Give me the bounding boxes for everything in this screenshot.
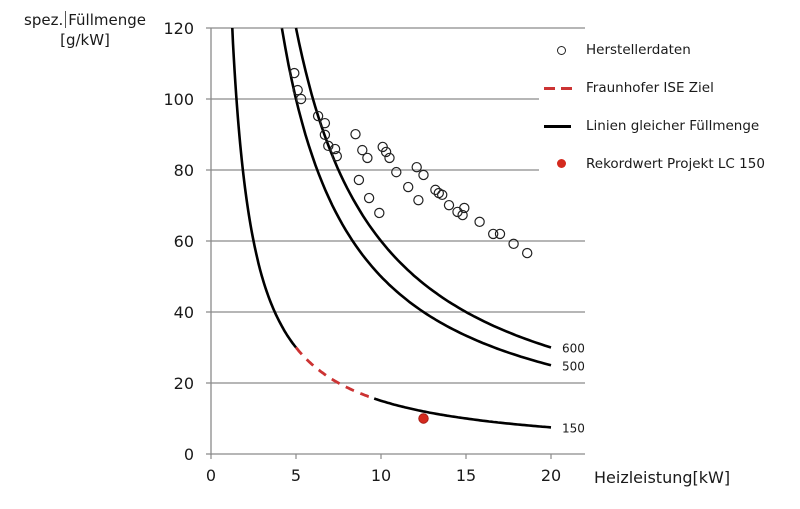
manufacturer-data-point (384, 152, 395, 164)
manufacturer-data-point (292, 84, 303, 96)
x-tick-label: 15 (456, 466, 476, 485)
manufacturer-data-point (522, 247, 533, 259)
manufacturer-data-point (418, 169, 429, 181)
manufacturer-data-point (319, 129, 331, 141)
manufacturer-data-point (508, 238, 519, 250)
red-dash-marker-icon (561, 87, 572, 90)
legend-label: Fraunhofer ISE Ziel (586, 80, 714, 96)
manufacturer-data-point (457, 209, 468, 221)
manufacturer-data-point (430, 184, 441, 196)
x-axis-title: Heizleistung[kW] (594, 468, 731, 487)
legend-item-herstellerdaten: Herstellerdaten (540, 39, 691, 61)
manufacturer-data-point (380, 146, 392, 158)
legend-item-linien: Linien gleicher Füllmenge (540, 115, 759, 137)
y-tick-label: 60 (174, 232, 194, 251)
manufacturer-data-point (363, 192, 375, 204)
manufacturer-data-point (353, 174, 365, 186)
x-tick-label: 0 (206, 466, 216, 485)
manufacturer-data-point (459, 202, 470, 214)
manufacturer-data-point (443, 199, 455, 211)
y-axis-title-separator (65, 11, 67, 28)
y-tick-label: 120 (163, 19, 194, 38)
y-axis-title-unit: [g/kW] (60, 31, 110, 49)
legend-item-fraunhofer-ziel: Fraunhofer ISE Ziel (540, 77, 714, 99)
iso-line-label: 150 (562, 421, 585, 435)
x-tick-label: 10 (371, 466, 391, 485)
manufacturer-data-point (357, 144, 368, 156)
record-data-point (418, 413, 429, 424)
manufacturer-data-point (488, 228, 499, 240)
iso-line-label: 500 (562, 359, 585, 373)
legend-label: Rekordwert Projekt LC 150 (586, 156, 765, 172)
manufacturer-data-point (403, 181, 414, 193)
y-tick-label: 100 (163, 90, 194, 109)
manufacturer-data-point (331, 150, 342, 162)
y-tick-label: 0 (184, 445, 194, 464)
open-circle-marker-icon (557, 46, 566, 55)
y-axis-title-part1: spez. (24, 11, 64, 29)
manufacturer-data-point (350, 128, 361, 140)
y-axis-title: spez. Füllmenge [g/kW] (10, 10, 160, 50)
manufacturer-data-point (295, 93, 307, 105)
manufacturer-data-point (323, 140, 334, 152)
legend-label: Linien gleicher Füllmenge (586, 118, 760, 134)
legend-label: Herstellerdaten (586, 42, 691, 58)
manufacturer-data-point (437, 189, 448, 201)
iso-line-label: 600 (562, 342, 585, 356)
red-dash-marker-icon (544, 87, 555, 90)
red-dot-marker-icon (557, 159, 566, 168)
manufacturer-data-point (374, 207, 385, 219)
iso-line-150 (231, 27, 298, 349)
y-tick-label: 20 (174, 374, 194, 393)
manufacturer-data-point (391, 166, 402, 178)
x-tick-label: 20 (541, 466, 561, 485)
iso-line-150 (373, 397, 552, 429)
y-axis-title-part2: Füllmenge (68, 11, 146, 29)
manufacturer-data-point (474, 216, 485, 228)
y-tick-label: 40 (174, 303, 194, 322)
legend-item-rekordwert: Rekordwert Projekt LC 150 (540, 153, 765, 175)
manufacturer-data-point (289, 67, 300, 79)
iso-line-500 (280, 28, 552, 367)
manufacturer-data-point (319, 117, 331, 129)
x-tick-label: 5 (291, 466, 301, 485)
manufacturer-data-point (494, 228, 506, 240)
manufacturer-data-point (411, 161, 422, 173)
y-tick-label: 80 (174, 161, 194, 180)
black-line-marker-icon (544, 125, 571, 128)
manufacturer-data-point (413, 194, 424, 206)
manufacturer-data-point (312, 110, 324, 122)
iso-line-600 (294, 27, 552, 349)
target-dashed-line (294, 346, 375, 400)
manufacturer-data-point (329, 143, 341, 155)
manufacturer-data-point (362, 152, 373, 164)
